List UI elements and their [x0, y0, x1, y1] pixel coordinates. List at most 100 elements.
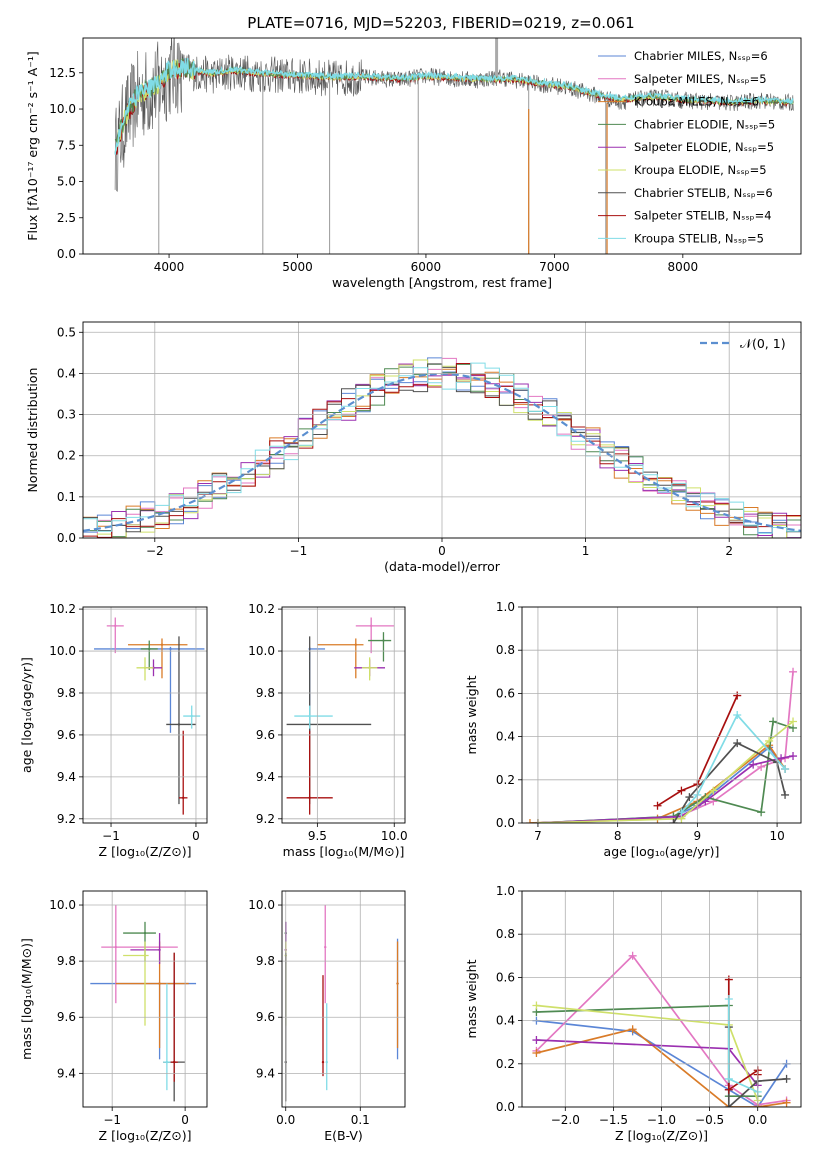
weight-marker-chabrier_stelib	[724, 1103, 733, 1107]
weight-marker-kroupa_stelib	[677, 808, 686, 817]
axes-mass_vs_Z: −1 0 9.4 9.6 9.8 10.0 Z [log₁₀(Z/Z⊙)] mass [log…	[19, 890, 208, 1143]
weight-marker-chabrier_elodie	[769, 717, 778, 726]
y-tick-label: 9.6	[256, 1010, 275, 1024]
x-axis-label: Z [log₁₀(Z/Z⊙)]	[615, 1128, 708, 1143]
plot-area	[90, 905, 197, 1102]
y-tick-label: 0.3	[57, 408, 76, 422]
y-tick-label: 5.0	[57, 175, 76, 189]
plot-area	[94, 617, 205, 815]
plot-area	[286, 617, 395, 815]
weight-line-kroupa_stelib	[680, 713, 786, 813]
x-tick-label: −1.5	[599, 1113, 628, 1127]
y-tick-label: 0.4	[57, 366, 76, 380]
axes-age_vs_Z: −1 0 9.2 9.4 9.6 9.8 10.0 10.2 Z [log₁₀(Z/Z⊙)] ag…	[19, 602, 208, 859]
y-tick-label: 9.8	[256, 954, 275, 968]
axes-frame	[521, 606, 802, 824]
x-tick-label: 0.0	[748, 1113, 767, 1127]
data-point-kroupa_stelib	[165, 1060, 169, 1064]
weight-line-kroupa_stelib	[727, 999, 759, 1093]
legend-label: Salpeter MILES, Nₛₛₚ=5	[634, 72, 767, 86]
y-tick-label: 9.2	[256, 812, 275, 826]
axes-frame	[82, 37, 802, 255]
weight-marker-kroupa_stelib	[724, 995, 733, 1003]
axes-residuals: −2 −1 0 1 2 0.0 0.1 0.2 0.3 0.4 0.5 (data-model)/er…	[25, 321, 802, 574]
y-tick-label: 9.8	[256, 686, 275, 700]
data-point-kroupa_miles	[354, 643, 357, 646]
y-axis-label: mass [log₁₀(M/M⊙)]	[19, 938, 34, 1060]
data-point-salpeter_elodie	[158, 948, 161, 952]
y-tick-label: 0.6	[496, 686, 515, 700]
y-tick-label: 0.6	[496, 970, 515, 984]
x-axis-label: Z [log₁₀(Z/Z⊙)]	[99, 1128, 192, 1143]
x-tick-label: −1	[103, 1113, 121, 1127]
data-point-kroupa_elodie	[143, 954, 147, 957]
y-tick-label: 0.2	[57, 449, 76, 463]
y-tick-label: 9.4	[256, 770, 275, 784]
x-tick-label: −1.0	[647, 1113, 676, 1127]
y-axis-label: Flux [fλ10⁻¹⁷ erg cm⁻² s⁻¹ A⁻¹]	[25, 51, 40, 240]
x-tick-label: 2	[725, 544, 733, 558]
y-tick-label: 10.2	[248, 602, 275, 616]
weight-marker-kroupa_miles	[782, 1098, 791, 1107]
weight-line-kroupa_miles	[536, 1028, 787, 1107]
weight-line-salpeter_stelib	[657, 695, 738, 807]
data-point-kroupa_stelib	[325, 1060, 328, 1064]
axes-frame	[521, 890, 802, 1108]
x-tick-label: 6000	[411, 260, 442, 274]
axes-frame	[82, 606, 208, 824]
x-tick-label: 7	[534, 829, 542, 843]
y-tick-label: 9.2	[57, 812, 76, 826]
x-axis-label: E(B-V)	[324, 1128, 363, 1143]
observed-spectrum	[114, 38, 794, 192]
y-tick-label: 10.2	[49, 602, 76, 616]
data-point-salpeter_miles	[114, 945, 118, 949]
weight-marker-salpeter_elodie	[777, 754, 786, 763]
weight-marker-kroupa_elodie	[765, 736, 774, 745]
weight-marker-salpeter_stelib	[653, 801, 662, 810]
data-point-kroupa_elodie	[143, 666, 147, 670]
x-tick-label: −1	[290, 544, 308, 558]
data-point-salpeter_stelib	[308, 796, 311, 800]
weight-marker-salpeter_stelib	[724, 975, 733, 984]
x-tick-label: 8	[614, 829, 622, 843]
axes-frame	[82, 321, 802, 539]
weight-marker-salpeter_stelib	[733, 691, 742, 700]
legend-label: Salpeter STELIB, Nₛₛₚ=4	[634, 209, 772, 223]
y-tick-label: 10.0	[49, 102, 76, 116]
y-tick-label: 1.0	[496, 884, 515, 898]
weight-line-salpeter_elodie	[537, 755, 794, 823]
data-point-chabrier_stelib	[177, 723, 181, 726]
axes-frame	[82, 890, 208, 1108]
legend-label: 𝒩(0, 1)	[740, 336, 786, 351]
x-axis-label: wavelength [Angstrom, rest frame]	[332, 275, 552, 290]
y-tick-label: 0.2	[496, 773, 515, 787]
legend-label: Kroupa MILES, Nₛₛₚ=6	[634, 95, 759, 109]
model-spectrum-kroupa_stelib	[114, 57, 794, 155]
y-tick-label: 10.0	[49, 644, 76, 658]
x-tick-label: 1	[582, 544, 590, 558]
weight-marker-kroupa_miles	[525, 819, 534, 823]
axes-mass_vs_EBV: 0.0 0.1 9.4 9.6 9.8 10.0 E(B-V)	[248, 890, 406, 1143]
data-point-kroupa_stelib	[190, 714, 193, 718]
y-tick-label: 9.8	[57, 954, 76, 968]
y-tick-label: 0.8	[496, 927, 515, 941]
y-axis-label: Normed distribution	[25, 368, 40, 493]
legend-label: Kroupa STELIB, Nₛₛₚ=5	[634, 231, 764, 245]
weight-marker-kroupa_miles	[532, 1049, 541, 1057]
weight-marker-chabrier_elodie	[757, 808, 766, 817]
weight-marker-kroupa_stelib	[724, 1074, 733, 1083]
y-tick-label: 9.4	[256, 1066, 275, 1080]
data-point-chabrier_elodie	[382, 639, 385, 642]
x-tick-label: 10	[769, 829, 784, 843]
weight-marker-salpeter_stelib	[724, 1085, 733, 1094]
x-tick-label: −0.5	[695, 1113, 724, 1127]
x-tick-label: 5000	[282, 260, 313, 274]
y-tick-label: 0.0	[57, 531, 76, 545]
y-tick-label: 10.0	[248, 898, 275, 912]
plot-area	[525, 667, 798, 823]
y-tick-label: 1.0	[496, 600, 515, 614]
axes-weight_vs_age: 7 8 9 10 0.0 0.2 0.4 0.6 0.8 1.0 age [log₁₀(age/yr…	[464, 600, 802, 859]
data-point-salpeter_miles	[114, 624, 117, 628]
data-point-salpeter_miles	[324, 945, 327, 949]
